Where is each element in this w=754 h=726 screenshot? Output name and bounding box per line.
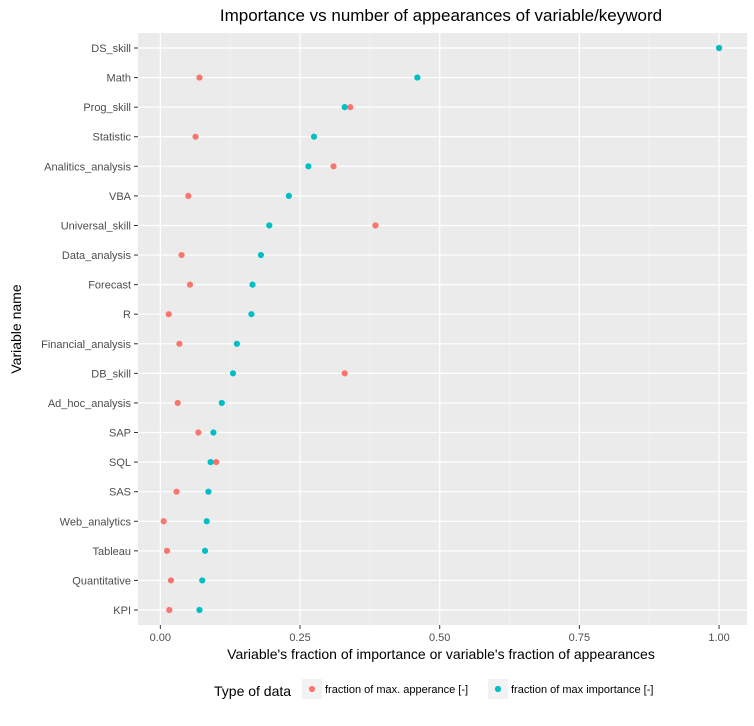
x-tick-label: 0.50 [429,632,450,644]
y-tick-label: KPI [113,605,131,617]
y-tick-label: Data_analysis [62,250,132,262]
legend-label: fraction of max. apperance [-] [325,684,468,696]
y-tick-label: DB_skill [91,368,131,380]
y-tick-label: Math [107,73,131,85]
importance-point [715,44,723,52]
chart-title: Importance vs number of appearances of v… [220,6,662,25]
y-tick-label: Forecast [88,280,131,292]
importance-point [305,163,312,170]
appearance-point [178,251,185,259]
appearance-point [163,547,171,554]
importance-point [229,370,237,377]
importance-point [310,133,318,140]
data-points [160,44,723,614]
y-tick-label: VBA [109,191,132,203]
y-tick-label: Prog_skill [83,102,131,114]
appearance-point [174,399,181,407]
grid-lines [138,33,747,625]
plot-panel [138,33,747,625]
appearance-point [165,311,172,318]
y-tick-label: Web_analytics [60,516,132,528]
x-axis-title: Variable's fraction of importance or var… [227,646,655,662]
appearance-point [167,577,175,584]
appearance-point [166,606,173,614]
appearance-point [186,281,194,288]
appearance-point [192,133,199,140]
appearance-point [173,488,180,495]
y-tick-label: R [123,309,131,321]
importance-point [414,74,421,81]
y-tick-label: SAP [109,428,131,440]
x-tick-label: 0.00 [150,632,171,644]
x-axis-ticks: 0.00 0.25 0.50 0.75 1.00 [150,625,730,644]
y-axis-title: Variable name [8,284,24,373]
appearance-point [160,518,167,525]
legend-label: fraction of max importance [-] [511,684,653,696]
appearance-point [185,192,192,199]
importance-point [205,488,212,495]
importance-point [196,606,203,614]
y-tick-label: Universal_skill [61,220,131,232]
appearance-point [330,163,337,170]
importance-point [218,399,225,407]
y-tick-label: Quantitative [72,575,131,587]
y-tick-label: Ad_hoc_analysis [48,398,132,410]
appearance-point [176,340,183,347]
appearance-point [195,429,202,436]
appearance-point [196,74,203,81]
importance-point [266,222,273,229]
appearance-point [347,104,354,111]
importance-point [203,518,210,525]
y-tick-label: SAS [109,487,131,499]
appearance-point [213,459,220,466]
importance-point [210,429,217,436]
importance-point [285,192,292,199]
legend: Type of data fraction of max. apperance … [214,679,653,699]
importance-point [207,459,214,466]
legend-key-point [308,685,316,693]
y-tick-label: SQL [109,457,131,469]
x-tick-label: 1.00 [708,632,729,644]
importance-point [199,577,206,584]
y-tick-label: DS_skill [91,43,131,55]
importance-point [257,251,265,259]
legend-title: Type of data [214,683,291,699]
legend-key-point [494,685,502,693]
y-tick-label: Financial_analysis [41,339,131,351]
y-axis-ticks: DS_skill Math Prog_skill Statistic Analitics… [41,43,138,617]
importance-point [248,311,255,318]
y-tick-label: Statistic [92,132,131,144]
y-tick-label: Analitics_analysis [44,161,131,173]
appearance-point [341,370,348,377]
appearance-point [372,222,379,229]
importance-point [201,547,209,554]
importance-point [233,340,240,347]
importance-point [249,281,256,288]
y-tick-label: Tableau [92,546,131,558]
x-tick-label: 0.25 [289,632,310,644]
x-tick-label: 0.75 [569,632,590,644]
importance-point [341,104,348,111]
